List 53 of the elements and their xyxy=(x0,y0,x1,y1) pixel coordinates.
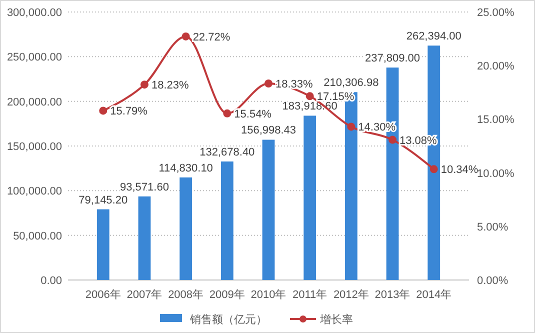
bar xyxy=(220,161,234,280)
y-tick-label: 0.00 xyxy=(40,275,62,287)
y-tick-label: 250,000.00 xyxy=(6,52,62,64)
y2-tick-label: 0.00% xyxy=(477,275,508,287)
y-tick-label: 300,000.00 xyxy=(6,7,62,19)
y-tick-label: 50,000.00 xyxy=(13,230,62,242)
point xyxy=(223,109,232,118)
point xyxy=(140,80,148,89)
y2-tick-label: 20.00% xyxy=(477,60,515,73)
bar xyxy=(96,209,110,280)
y2-tick-label: 25.00% xyxy=(477,7,515,19)
point xyxy=(347,122,356,131)
y2-tick-label: 10.00% xyxy=(477,168,515,180)
data-label: 237,809.00 xyxy=(364,52,420,65)
data-label: 10.34% xyxy=(440,164,478,176)
data-label: 22.72% xyxy=(192,31,230,44)
point xyxy=(99,106,108,115)
bar xyxy=(262,140,275,280)
x-tick-label: 2010年 xyxy=(250,289,286,301)
y-tick-label: 150,000.00 xyxy=(6,141,62,153)
data-label: 156,998.43 xyxy=(240,124,296,137)
y-tick-label: 100,000.00 xyxy=(6,186,62,198)
legend-label: 增长率 xyxy=(319,313,353,326)
data-label: 93,571.60 xyxy=(120,181,169,194)
x-tick-label: 2012年 xyxy=(333,289,369,301)
point xyxy=(388,136,397,144)
data-label: 210,306.98 xyxy=(324,77,379,90)
x-tick-label: 2011年 xyxy=(292,289,328,301)
data-label: 15.54% xyxy=(234,108,272,120)
x-tick-label: 2006年 xyxy=(85,289,121,301)
data-label: 132,678.40 xyxy=(200,146,255,158)
x-tick-label: 2014年 xyxy=(416,289,452,301)
data-label: 262,394.00 xyxy=(406,30,462,43)
data-label: 114,830.10 xyxy=(158,162,213,174)
data-label: 18.23% xyxy=(151,80,190,92)
bar xyxy=(304,116,316,280)
data-label: 79,145.20 xyxy=(78,194,128,206)
point xyxy=(264,80,272,88)
bar xyxy=(180,177,192,280)
bar xyxy=(138,196,151,280)
legend-label: 销售额（亿元） xyxy=(189,313,267,326)
point xyxy=(182,32,190,40)
y-tick-label: 200,000.00 xyxy=(6,96,62,108)
x-tick-label: 2008年 xyxy=(168,289,204,301)
y2-tick-label: 15.00% xyxy=(477,114,515,126)
x-tick-label: 2007年 xyxy=(126,289,162,301)
x-tick-label: 2009年 xyxy=(209,289,245,301)
point xyxy=(430,165,438,174)
data-label: 15.79% xyxy=(110,106,148,118)
y2-tick-label: 5.00% xyxy=(477,221,508,234)
point xyxy=(306,92,314,100)
x-tick-label: 2013年 xyxy=(374,289,410,301)
data-label: 18.33% xyxy=(276,78,314,90)
